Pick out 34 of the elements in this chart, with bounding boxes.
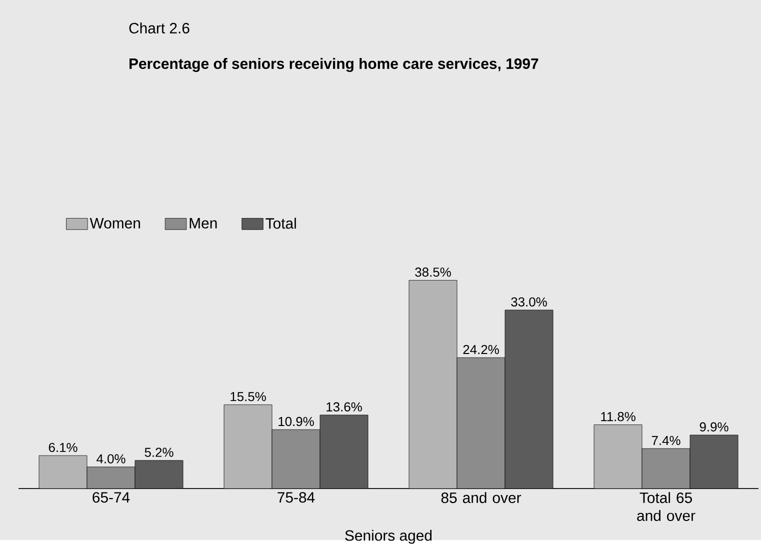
x-axis-title: Seniors aged [345,530,432,544]
data-label: 38.5% [415,268,451,277]
bar [594,424,642,489]
legend-label: Total [266,218,296,229]
bar [320,414,368,489]
data-label: 4.0% [96,454,126,464]
data-label: 6.1% [48,442,78,452]
data-label: 24.2% [463,344,499,354]
caption: Chart 2.6 [129,22,190,34]
x-tick-label: Total 65 and over [637,492,696,521]
x-tick-label: 85 and over [441,492,522,504]
bar [86,466,136,489]
x-tick-label: 75-84 [278,492,315,503]
bar [504,310,554,489]
x-tick-label: 65-74 [92,492,130,503]
chart-title: Percentage of seniors receiving home care services, 1997 [130,58,538,72]
bar [690,434,738,489]
bar [38,455,88,489]
data-label: 15.5% [230,392,266,402]
bar [134,460,184,489]
data-label: 10.9% [278,416,314,426]
bar [272,429,320,489]
data-label: 33.0% [511,297,547,306]
data-label: 7.4% [652,436,680,445]
data-label: 5.2% [144,448,174,457]
data-label: 9.9% [700,422,728,432]
bar [224,404,272,489]
bar [456,357,506,489]
bar [642,448,690,489]
data-label: 11.8% [601,412,636,422]
data-label: 13.6% [326,402,362,412]
bar [408,280,458,489]
legend-label: Men [190,218,217,228]
legend-label: Women [90,218,140,228]
